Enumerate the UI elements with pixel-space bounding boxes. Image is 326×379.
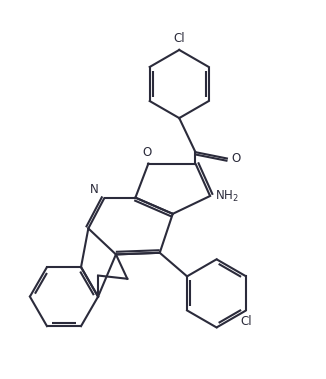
Text: O: O bbox=[231, 152, 240, 165]
Text: Cl: Cl bbox=[173, 32, 185, 45]
Text: Cl: Cl bbox=[240, 315, 252, 328]
Text: N: N bbox=[90, 183, 99, 196]
Text: NH$_2$: NH$_2$ bbox=[215, 188, 239, 204]
Text: O: O bbox=[142, 146, 151, 159]
